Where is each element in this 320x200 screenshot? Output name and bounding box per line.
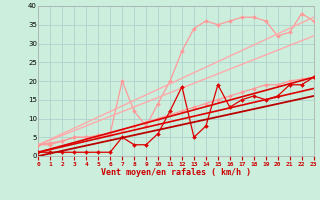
X-axis label: Vent moyen/en rafales ( km/h ): Vent moyen/en rafales ( km/h ): [101, 168, 251, 177]
